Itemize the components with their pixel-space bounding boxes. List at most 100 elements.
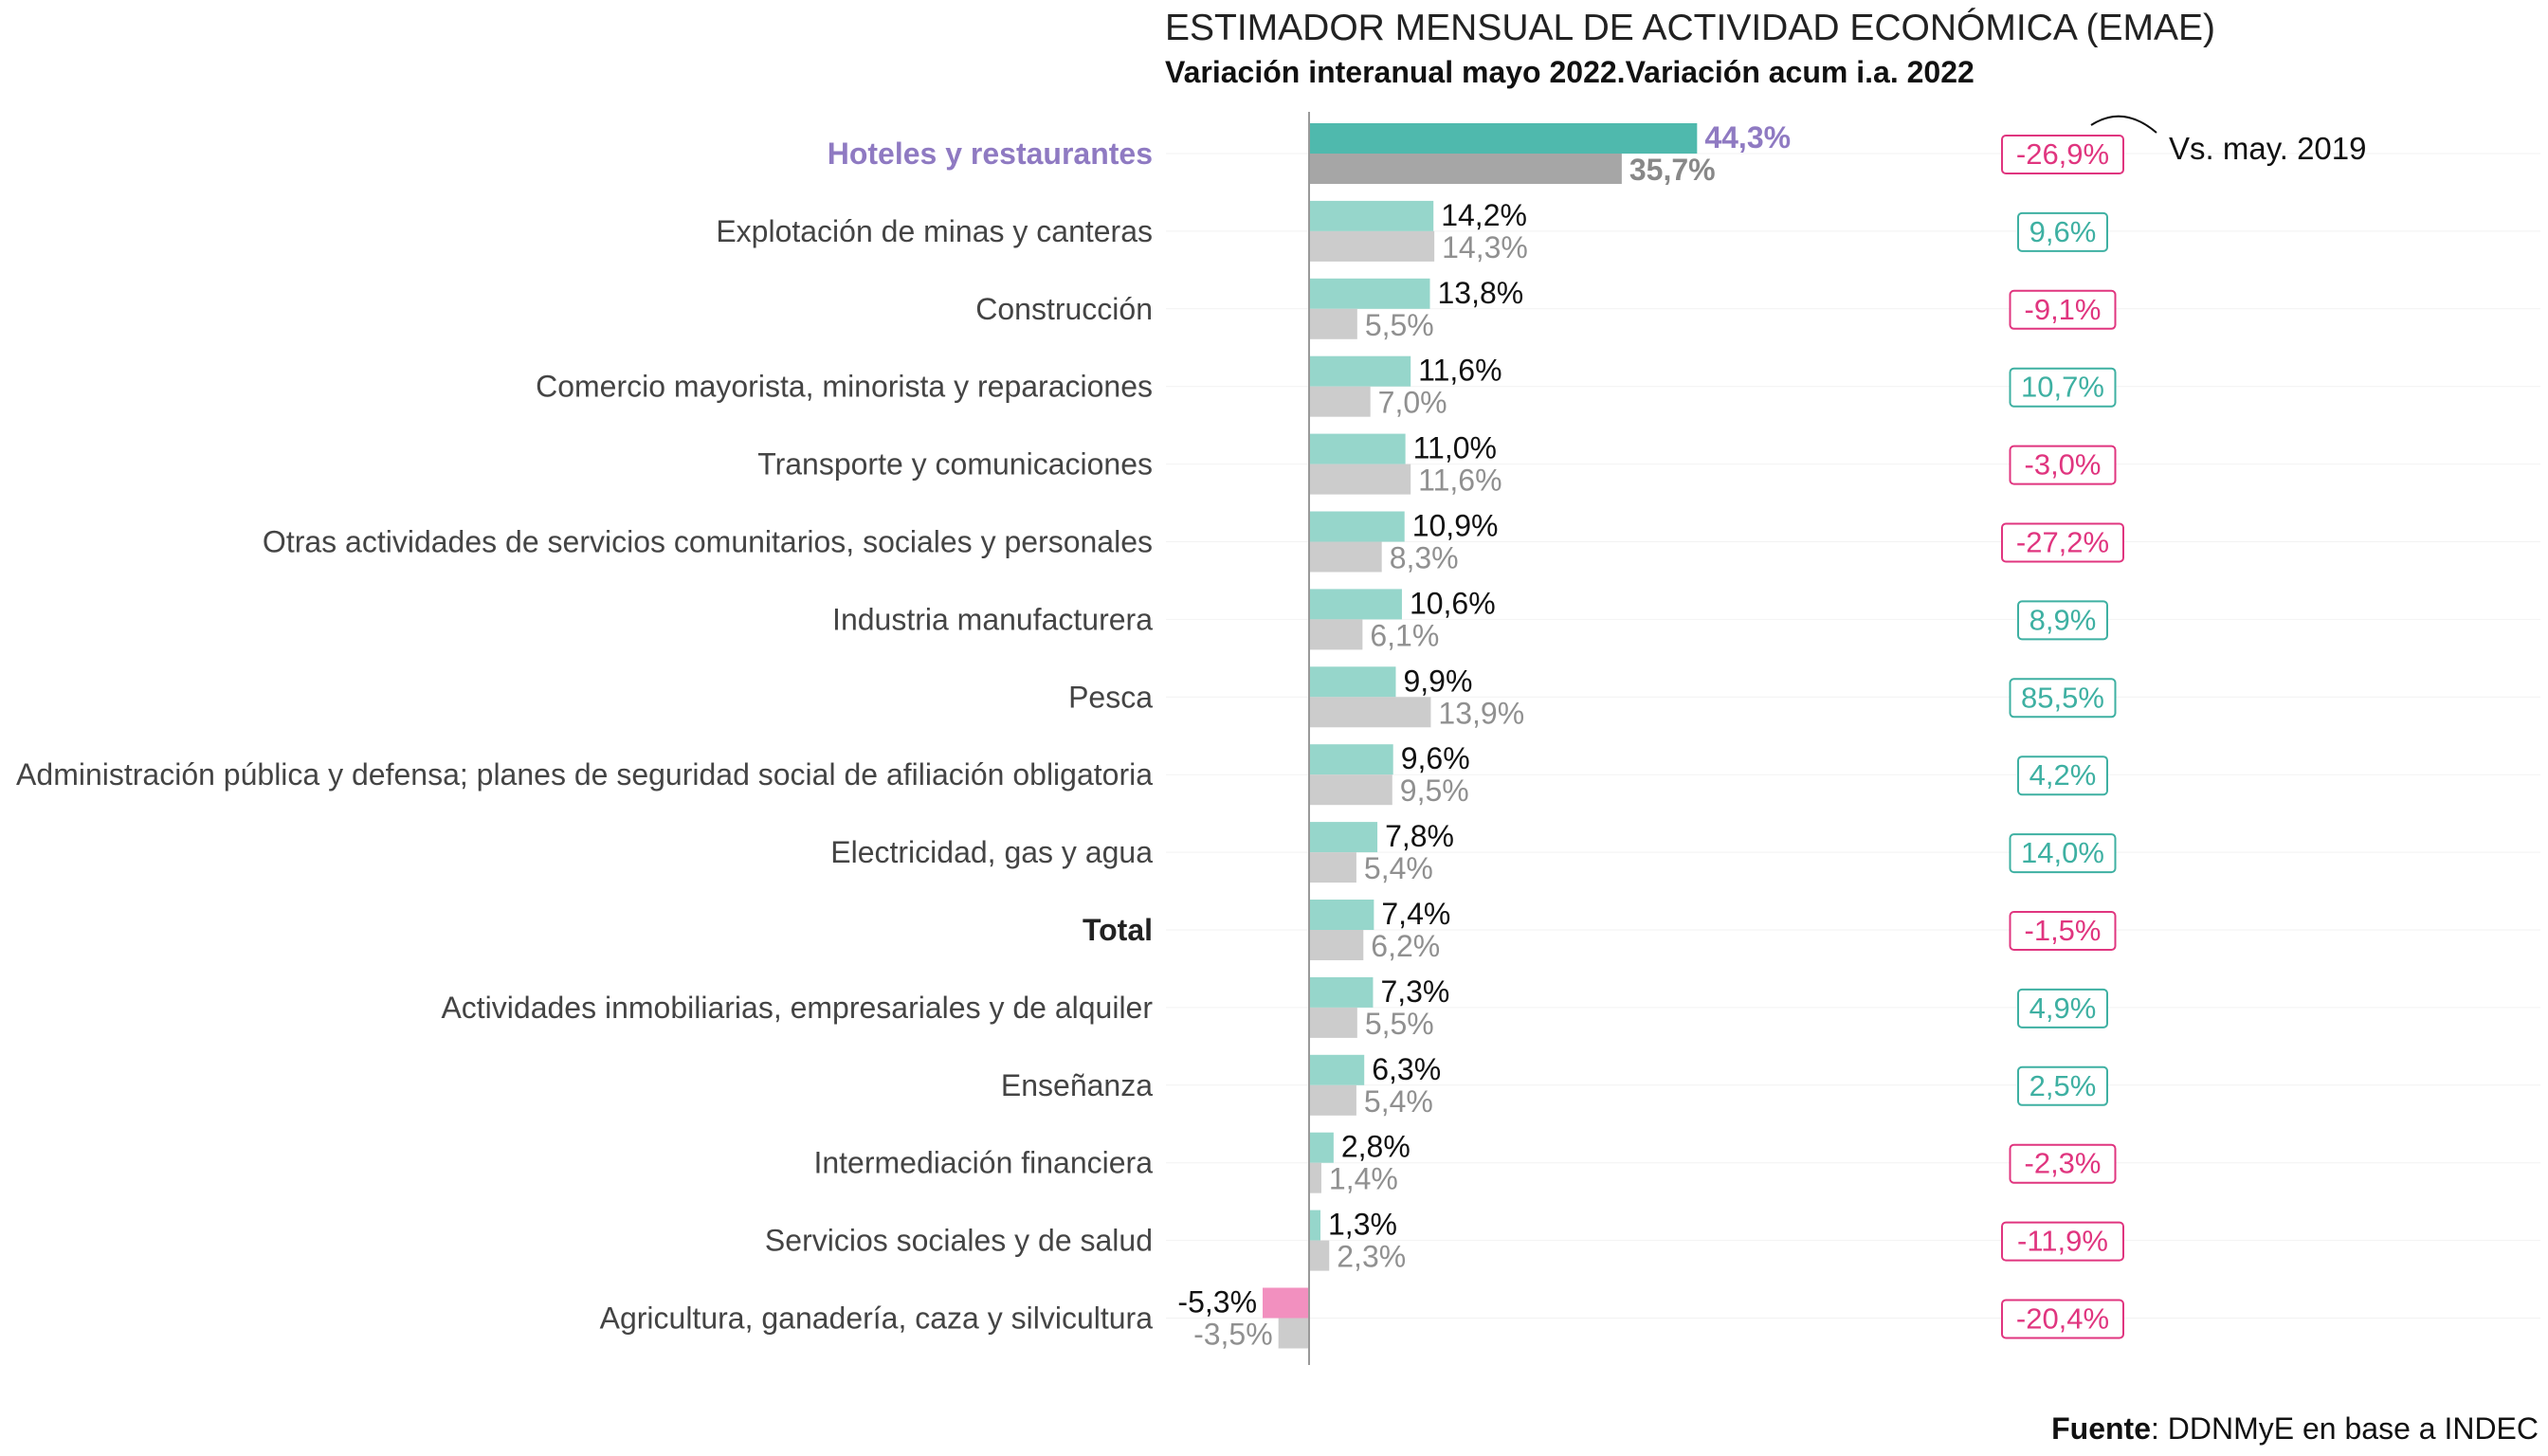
badge-vs-2019 [2009, 911, 2117, 951]
category-label: Comercio mayorista, minorista y reparaci… [536, 370, 1153, 404]
data-label-cumulative: 8,3% [1390, 541, 1459, 575]
bar-monthly [1309, 822, 1378, 853]
bar-cumulative [1309, 154, 1622, 184]
data-label-cumulative: 6,2% [1371, 929, 1440, 963]
badge-vs-2019 [2017, 600, 2108, 641]
bar-cumulative [1309, 774, 1392, 806]
source-text: : DDNMyE en base a INDEC [2150, 1411, 2539, 1446]
bar-monthly [1309, 1132, 1334, 1163]
bar-cumulative [1309, 1084, 1356, 1116]
badge-vs-2019 [2009, 1143, 2117, 1184]
badge-vs-2019-label: -27,2% [2016, 526, 2109, 559]
category-label: Total [1083, 913, 1153, 947]
data-label-cumulative: 11,6% [1418, 464, 1502, 498]
source-label: Fuente [2051, 1411, 2151, 1446]
badge-vs-2019-label: 85,5% [2021, 681, 2104, 714]
data-label-cumulative: 5,4% [1364, 1084, 1433, 1119]
source-note: Fuente: DDNMyE en base a INDEC [2051, 1411, 2539, 1447]
data-label-monthly: 2,8% [1341, 1130, 1410, 1164]
bar-cumulative [1309, 697, 1431, 728]
data-label-monthly: 44,3% [1704, 120, 1791, 155]
category-label: Transporte y comunicaciones [757, 447, 1153, 482]
badge-vs-2019 [2001, 1221, 2124, 1262]
bar-monthly [1263, 1287, 1309, 1319]
category-label: Otras actividades de servicios comunitar… [263, 525, 1153, 559]
annotation-curve [2090, 115, 2157, 134]
category-label: Explotación de minas y canteras [716, 214, 1153, 248]
data-label-cumulative: 5,5% [1365, 1007, 1434, 1041]
badge-vs-2019 [2009, 445, 2117, 485]
data-label-cumulative: 35,7% [1629, 153, 1716, 187]
data-label-cumulative: -3,5% [1193, 1318, 1273, 1352]
data-label-monthly: 14,2% [1441, 198, 1527, 232]
badge-vs-2019-label: 14,0% [2021, 836, 2104, 869]
category-label: Servicios sociales y de salud [765, 1224, 1153, 1258]
bar-cumulative [1309, 230, 1435, 262]
badge-vs-2019 [2009, 833, 2117, 874]
badge-vs-2019-label: -2,3% [2025, 1147, 2102, 1180]
badge-vs-2019-label: -9,1% [2025, 293, 2102, 326]
badge-vs-2019-label: -26,9% [2016, 137, 2109, 171]
badge-vs-2019-label: -20,4% [2016, 1302, 2109, 1336]
data-label-monthly: 10,9% [1412, 509, 1499, 543]
bar-monthly [1309, 976, 1374, 1008]
data-label-cumulative: 5,5% [1365, 308, 1434, 342]
data-label-monthly: 9,9% [1403, 664, 1472, 698]
category-label: Pesca [1068, 680, 1153, 714]
bar-monthly [1309, 1210, 1321, 1241]
data-label-monthly: -5,3% [1177, 1285, 1257, 1320]
data-label-cumulative: 7,0% [1378, 386, 1447, 420]
data-label-monthly: 6,3% [1372, 1052, 1441, 1086]
bar-monthly [1309, 355, 1411, 387]
data-label-cumulative: 14,3% [1442, 230, 1528, 264]
badge-vs-2019-label: 10,7% [2021, 371, 2104, 404]
data-label-monthly: 7,8% [1385, 819, 1454, 853]
bar-cumulative [1309, 308, 1357, 339]
badge-vs-2019 [2009, 367, 2117, 408]
chart-subtitle: Variación interanual mayo 2022.Variación… [1165, 55, 1975, 89]
badge-vs-2019-label: -3,0% [2025, 448, 2102, 482]
badge-vs-2019 [2017, 755, 2108, 796]
data-label-cumulative: 13,9% [1438, 696, 1524, 730]
bar-monthly [1309, 200, 1434, 231]
category-label: Intermediación financiera [813, 1146, 1153, 1180]
bar-cumulative [1309, 1162, 1321, 1193]
bar-cumulative [1309, 464, 1411, 495]
data-label-monthly: 11,0% [1413, 431, 1497, 465]
bar-cumulative [1309, 386, 1371, 417]
data-label-monthly: 7,4% [1381, 897, 1450, 931]
badge-vs-2019-label: -1,5% [2025, 914, 2102, 947]
bar-monthly [1309, 123, 1698, 154]
data-label-monthly: 1,3% [1328, 1208, 1397, 1242]
bar-monthly [1309, 666, 1396, 698]
data-label-cumulative: 2,3% [1337, 1240, 1406, 1274]
badge-vs-2019-label: 4,9% [2029, 992, 2097, 1025]
data-label-monthly: 11,6% [1418, 354, 1502, 388]
category-label: Enseñanza [1001, 1068, 1153, 1102]
category-label: Agricultura, ganadería, caza y silvicult… [600, 1301, 1154, 1336]
badge-vs-2019-label: 2,5% [2029, 1069, 2097, 1102]
badge-vs-2019 [2001, 1299, 2124, 1339]
category-label: Administración pública y defensa; planes… [16, 757, 1153, 792]
bar-cumulative [1309, 1240, 1330, 1271]
bar-cumulative [1278, 1318, 1309, 1349]
bar-monthly [1309, 433, 1406, 464]
bar-monthly [1309, 511, 1405, 542]
badge-vs-2019 [2009, 289, 2117, 330]
data-label-cumulative: 9,5% [1400, 774, 1469, 808]
badge-vs-2019 [2009, 678, 2117, 719]
bar-cumulative [1309, 852, 1356, 883]
data-label-monthly: 7,3% [1380, 974, 1449, 1009]
data-label-cumulative: 6,1% [1370, 618, 1439, 652]
bar-monthly [1309, 900, 1374, 930]
category-label: Construcción [975, 292, 1153, 326]
bar-cumulative [1309, 619, 1363, 650]
category-label: Industria manufacturera [832, 602, 1153, 636]
bar-cumulative [1309, 1007, 1357, 1038]
badge-vs-2019-label: 9,6% [2029, 215, 2097, 248]
bar-cumulative [1309, 541, 1382, 573]
badge-vs-2019 [2001, 522, 2124, 563]
data-label-monthly: 10,6% [1410, 586, 1496, 620]
data-label-cumulative: 5,4% [1364, 851, 1433, 885]
